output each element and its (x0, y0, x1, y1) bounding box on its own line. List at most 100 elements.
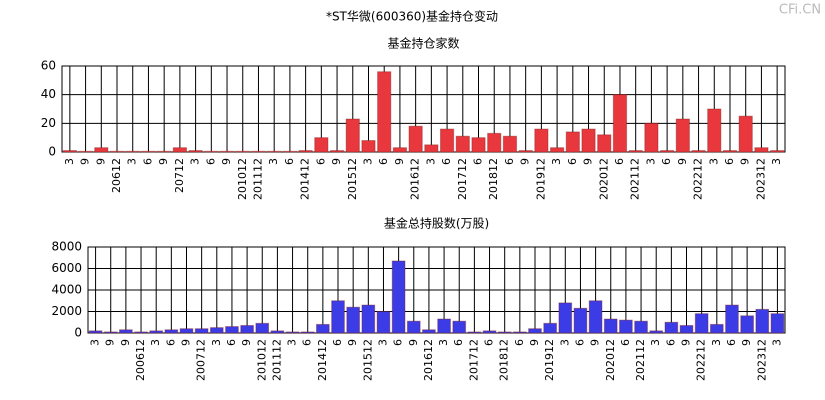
x-tick-label: 3 (210, 339, 223, 346)
bar (694, 313, 709, 334)
bar (709, 323, 724, 334)
bar (329, 150, 345, 153)
x-tick-label: 9 (528, 339, 541, 346)
x-tick-label: 3 (437, 339, 450, 346)
bar (471, 137, 486, 153)
bar (408, 125, 423, 153)
y-tick-label: 20 (41, 116, 56, 130)
y-tick-label: 8000 (51, 240, 82, 254)
x-tick-label: 6 (301, 339, 314, 346)
x-tick-label: 9 (346, 339, 359, 346)
x-tick-label: 6 (283, 158, 296, 165)
x-tick-label: 6 (513, 339, 526, 346)
chart-subtitle: 基金总持股数(万股) (384, 216, 489, 231)
page-title: *ST华微(600360)基金持仓变动 (326, 9, 498, 24)
x-tick-label: 201412 (299, 158, 312, 200)
x-tick-label: 6 (392, 339, 405, 346)
x-tick-label: 201812 (498, 339, 511, 381)
y-tick-label: 4000 (51, 283, 82, 297)
x-tick-label: 6 (141, 158, 154, 165)
x-tick-label: 3 (707, 158, 720, 165)
bar (549, 147, 565, 153)
bar (770, 150, 785, 153)
bar (543, 322, 558, 334)
bar (660, 150, 675, 153)
x-tick-label: 9 (119, 339, 132, 346)
bar (88, 330, 103, 334)
x-tick-label: 6 (483, 339, 496, 346)
bar (628, 150, 643, 153)
x-tick-label: 202312 (754, 158, 767, 200)
bar (644, 122, 659, 153)
x-tick-label: 6 (452, 339, 465, 346)
bar (315, 323, 330, 334)
bar (452, 320, 467, 334)
x-tick-label: 9 (104, 339, 117, 346)
bar (251, 150, 266, 153)
x-tick-label: 9 (739, 158, 752, 165)
x-tick-label: 202112 (634, 339, 647, 381)
x-tick-label: 3 (376, 339, 389, 346)
x-tick-label: 6 (164, 339, 177, 346)
bar (518, 150, 533, 153)
bar (235, 150, 250, 153)
x-tick-label: 3 (126, 158, 139, 165)
bar (424, 144, 439, 153)
x-tick-label: 201912 (534, 158, 547, 200)
x-tick-label: 3 (644, 158, 657, 165)
bar (487, 132, 502, 153)
bar (439, 128, 455, 153)
bar (534, 128, 549, 153)
bar (502, 135, 518, 153)
x-tick-label: 9 (582, 158, 595, 165)
x-tick-label: 6 (472, 158, 485, 165)
x-tick-label: 6 (619, 339, 632, 346)
bar (482, 330, 497, 334)
bar (603, 318, 618, 334)
bar (94, 147, 109, 153)
x-tick-label: 201112 (270, 339, 283, 381)
x-tick-label: 201012 (236, 158, 249, 200)
chart-subtitle: 基金持仓家数 (387, 36, 459, 51)
bar (109, 150, 125, 153)
x-tick-label: 201912 (543, 339, 556, 381)
bar (581, 128, 596, 153)
x-tick-label: 200612 (134, 339, 147, 381)
bar (361, 140, 376, 153)
bar (707, 108, 722, 153)
bar (565, 131, 580, 153)
bar (285, 331, 300, 334)
bar (346, 306, 361, 334)
x-tick-label: 3 (424, 158, 437, 165)
x-tick-label: 9 (676, 158, 689, 165)
bar (422, 329, 436, 334)
x-tick-label: 3 (550, 158, 563, 165)
x-tick-label: 6 (225, 339, 238, 346)
bar (345, 118, 360, 153)
x-tick-label: 201112 (251, 158, 264, 200)
bar (125, 150, 140, 153)
bar (376, 311, 391, 334)
bar (392, 147, 408, 153)
bar (149, 330, 164, 334)
bar (406, 320, 421, 334)
bar (377, 71, 392, 153)
x-tick-label: 201612 (422, 339, 435, 381)
bar (134, 331, 148, 334)
bar (62, 150, 77, 153)
x-tick-label: 201012 (255, 339, 268, 381)
bar (119, 329, 133, 334)
x-tick-label: 6 (660, 158, 673, 165)
x-tick-label: 202212 (695, 339, 708, 381)
x-tick-label: 9 (740, 339, 753, 346)
x-tick-label: 3 (558, 339, 571, 346)
x-tick-label: 3 (189, 158, 202, 165)
x-tick-label: 6 (314, 158, 327, 165)
bar (675, 118, 690, 153)
bar (219, 150, 235, 153)
x-tick-label: 3 (770, 339, 783, 346)
x-tick-label: 202012 (604, 339, 617, 381)
bar (78, 150, 93, 153)
bar (194, 328, 209, 334)
x-tick-label: 3 (89, 339, 102, 346)
